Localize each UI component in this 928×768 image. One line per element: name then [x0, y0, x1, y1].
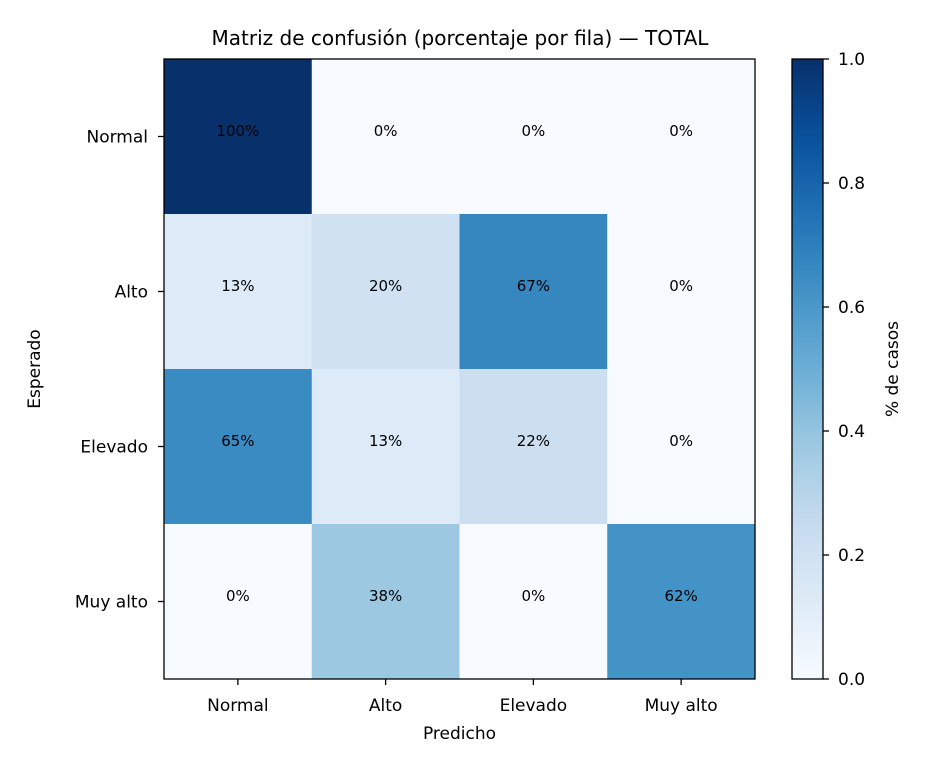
cell-value-label: 0% [521, 587, 545, 605]
y-tick-label: Normal [86, 128, 148, 148]
cell-value-label: 67% [517, 277, 550, 295]
cell-value-label: 13% [221, 277, 254, 295]
heatmap-cell [607, 59, 756, 215]
plot-frame [163, 58, 756, 680]
cell-value-label: 0% [669, 277, 693, 295]
colorbar-label: % de casos [883, 321, 903, 417]
heatmap-cell [459, 214, 608, 370]
y-tick-label: Elevado [80, 438, 148, 458]
y-tick-label: Alto [115, 283, 148, 303]
cell-value-label: 0% [521, 122, 545, 140]
heatmap-cell-labels: 100% 0% 0% 0% 13% 20% 67% 0% 65% 13% 22% 0% 0% 38% 0% 6… [216, 122, 697, 605]
heatmap-cell [164, 524, 313, 680]
heatmap-cell [607, 214, 756, 370]
cell-value-label: 65% [221, 432, 254, 450]
cell-value-label: 13% [369, 432, 402, 450]
heatmap-cell [164, 214, 313, 370]
colorbar-tick-label: 0.8 [838, 174, 865, 194]
colorbar [791, 58, 824, 680]
colorbar-tick-label: 0.2 [838, 546, 865, 566]
cell-value-label: 0% [374, 122, 398, 140]
x-tick-label: Normal [207, 696, 269, 716]
heatmap-cell [164, 369, 313, 525]
colorbar-ticks: 0.0 0.2 0.4 0.6 0.8 1.0 [823, 50, 865, 690]
heatmap-cell [459, 369, 608, 525]
y-tick-label: Muy alto [75, 593, 148, 613]
heatmap-cell [459, 59, 608, 215]
heatmap-cell [164, 59, 313, 215]
colorbar-tick-label: 0.0 [838, 670, 865, 690]
x-tick-label: Alto [369, 696, 402, 716]
cell-value-label: 0% [226, 587, 250, 605]
x-axis-ticks: Normal Alto Elevado Muy alto [207, 679, 718, 716]
y-axis-label: Esperado [25, 329, 45, 408]
colorbar-tick-label: 0.4 [838, 422, 865, 442]
y-axis-ticks: Normal Alto Elevado Muy alto [75, 128, 164, 613]
heatmap-cell [311, 369, 460, 525]
colorbar-tick-label: 0.6 [838, 298, 865, 318]
heatmap-cell [311, 214, 460, 370]
heatmap-cell [607, 369, 756, 525]
colorbar-tick-label: 1.0 [838, 50, 865, 70]
heatmap-cell [459, 524, 608, 680]
heatmap-cell [311, 59, 460, 215]
cell-value-label: 100% [216, 122, 259, 140]
heatmap-cell [311, 524, 460, 680]
cell-value-label: 20% [369, 277, 402, 295]
cell-value-label: 0% [669, 122, 693, 140]
x-axis-label: Predicho [423, 724, 496, 744]
cell-value-label: 0% [669, 432, 693, 450]
x-tick-label: Elevado [500, 696, 568, 716]
x-tick-label: Muy alto [645, 696, 718, 716]
heatmap-cells [164, 59, 756, 680]
cell-value-label: 22% [517, 432, 550, 450]
cell-value-label: 38% [369, 587, 402, 605]
cell-value-label: 62% [664, 587, 697, 605]
chart-title: Matriz de confusión (porcentaje por fila… [212, 26, 710, 50]
heatmap-cell [607, 524, 756, 680]
